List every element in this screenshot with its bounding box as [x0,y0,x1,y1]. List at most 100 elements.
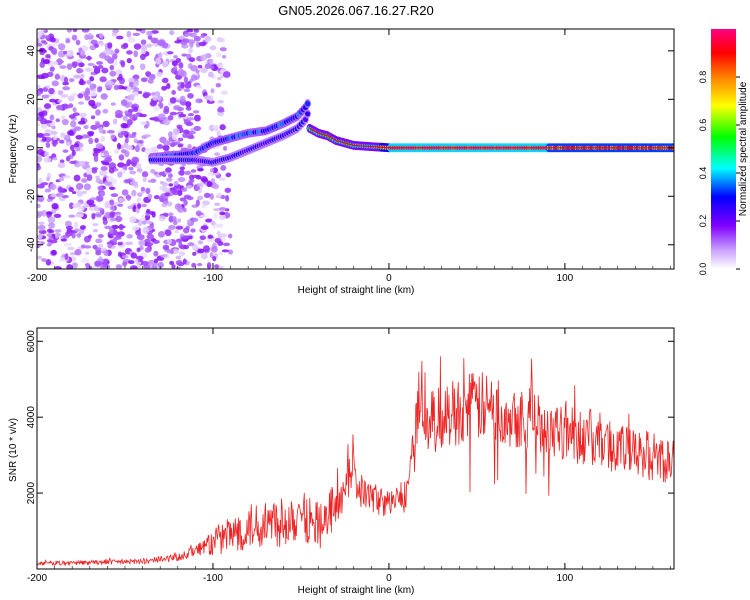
noise-blob [213,208,222,212]
noise-blob [139,63,146,71]
x-tick-label: -200 [27,273,47,284]
noise-blob [212,125,219,130]
noise-blob [39,50,45,56]
noise-blob [208,125,213,131]
noise-blob [109,199,115,206]
noise-blob [45,85,51,89]
snr-panel: -200 -100 0 100 2000 4000 6000 Height of strai… [8,327,675,596]
noise-blob [127,94,135,101]
noise-blob [198,41,207,47]
noise-blob [54,73,61,80]
noise-blob [55,104,64,111]
noise-blob [186,219,191,224]
noise-blob [58,177,65,182]
spectrogram-frame [36,28,675,270]
noise-blob [119,198,126,202]
noise-blob [117,241,123,246]
noise-blob [158,39,166,47]
noise-blob [198,214,207,218]
spectrogram-plot-area [37,29,674,269]
noise-blob [54,232,60,239]
noise-blob [102,108,109,114]
noise-blob [118,73,123,80]
noise-blob [216,192,222,198]
noise-blob [68,103,74,108]
noise-blob [40,40,47,44]
noise-blob [187,93,194,99]
noise-blob [184,170,191,176]
noise-blob [74,228,80,232]
noise-blob [145,242,154,247]
noise-blob [113,84,120,91]
noise-blob [121,148,127,154]
noise-blob [37,203,41,209]
noise-blob [190,228,196,233]
noise-blob [37,224,46,231]
noise-blob [131,189,137,197]
noise-blob [162,182,168,187]
noise-blob [46,176,51,182]
snr-ticks: -200 -100 0 100 2000 4000 6000 [26,328,674,584]
noise-blob [104,225,112,230]
noise-blob [61,118,69,126]
noise-blob [85,56,93,60]
noise-blob [96,86,102,93]
noise-blob [49,183,57,191]
noise-blob [181,43,189,49]
y-tick-label: -40 [26,237,37,252]
noise-blob [200,34,206,39]
noise-blob [212,167,218,174]
noise-blob [115,215,123,223]
noise-blob [93,67,101,74]
noise-blob [55,118,61,123]
noise-blob [78,101,85,105]
noise-blob [185,101,192,108]
noise-blob [100,93,108,100]
colorbar-tick-label: 0.6 [698,119,708,132]
noise-blob [175,255,182,260]
noise-blob [124,137,129,144]
colorbar-label: Normalized spectral amplitude [738,81,749,216]
noise-blob [209,192,214,200]
noise-blob [95,195,104,202]
noise-blob [141,44,148,51]
noise-blob [167,115,174,121]
noise-blob [225,172,232,178]
noise-blob [173,220,178,226]
noise-blob [72,191,77,195]
noise-blob [81,29,90,33]
noise-blob [39,88,44,92]
noise-blob [218,252,224,256]
noise-blob [175,266,182,269]
noise-blob [101,161,110,166]
noise-blob [140,77,148,83]
noise-blob [76,68,84,73]
noise-blob [81,178,88,183]
noise-blob [190,74,198,81]
noise-blob [133,80,140,87]
noise-blob [101,261,109,268]
noise-blob [52,41,61,47]
noise-blob [167,102,173,106]
noise-blob [37,42,43,47]
noise-blob [57,90,64,96]
noise-blob [131,132,137,136]
noise-blob [115,231,123,238]
noise-blob [171,90,177,95]
x-tick-label: -200 [27,573,47,584]
noise-blob [129,115,135,120]
noise-blob [99,41,105,47]
noise-blob [197,64,203,69]
noise-blob [68,186,74,193]
noise-blob [62,103,69,109]
noise-blob [73,74,82,79]
noise-blob [90,197,97,201]
x-tick-label: 100 [557,273,574,284]
noise-blob [190,65,198,72]
noise-blob [86,199,95,206]
noise-blob [151,265,158,269]
noise-blob [146,30,153,36]
noise-blob [157,113,166,121]
noise-blob [103,250,109,257]
noise-blob [52,134,58,141]
